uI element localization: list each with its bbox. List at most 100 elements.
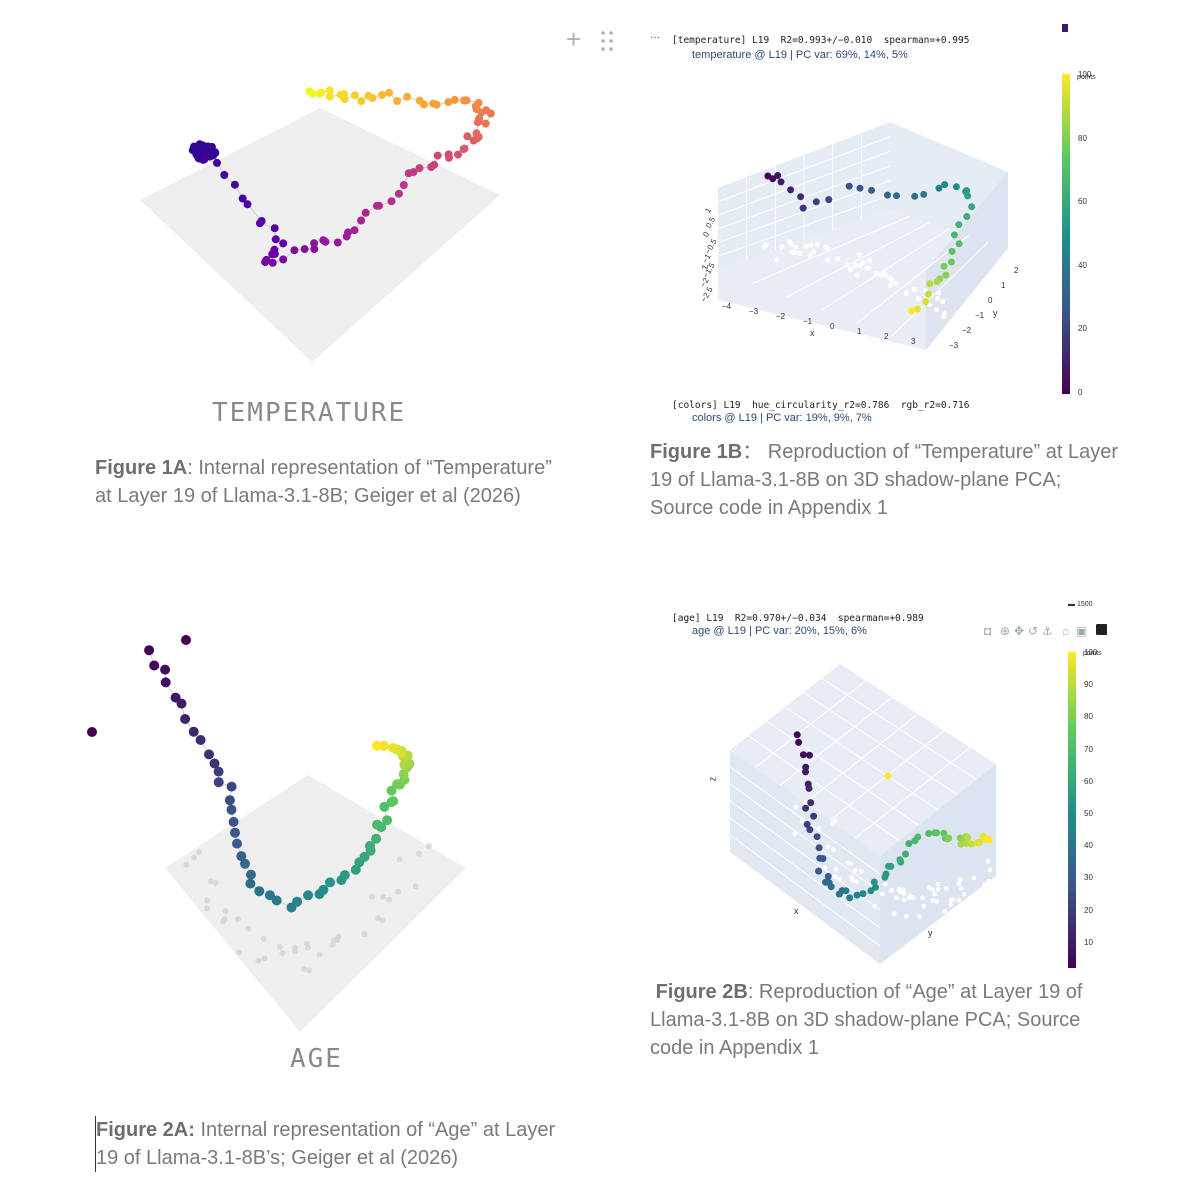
age-point	[881, 873, 889, 881]
add-block-icon[interactable]: +	[566, 24, 582, 54]
age-point	[386, 785, 397, 796]
pan-icon[interactable]: ✥	[1014, 624, 1025, 638]
age-point	[802, 804, 810, 812]
age-point	[905, 840, 913, 848]
age-point	[973, 839, 981, 847]
temperature-point	[893, 192, 900, 200]
temperature-point	[310, 239, 319, 248]
shadow-point	[936, 290, 942, 296]
shadow-point	[832, 874, 838, 879]
home-icon[interactable]: ⌂	[1062, 624, 1070, 638]
temperature-point	[238, 194, 247, 203]
caption-bold: Figure 2B	[655, 981, 748, 1003]
age-point	[859, 890, 867, 898]
temperature-point	[357, 97, 366, 106]
shadow-point	[890, 277, 896, 283]
temperature-point	[415, 164, 424, 173]
temperature-point	[955, 240, 963, 248]
caption-text: : Reproduction of “Age” at Layer 19 of L…	[650, 981, 1083, 1059]
temperature-point	[393, 97, 402, 105]
age-point	[803, 820, 811, 828]
figure-2b: [age] L19 R2=0.970+/−0.034 spearman=+0.9…	[600, 600, 1196, 1200]
shadow-point	[867, 257, 873, 263]
temperature-point	[213, 158, 221, 167]
colorbar-tick: 40	[1084, 841, 1093, 851]
age-point	[213, 766, 224, 777]
axis-label-x: x	[810, 328, 815, 338]
temperature-point	[243, 200, 252, 209]
shadow-point	[848, 861, 853, 866]
reset-icon[interactable]: ▣	[1076, 624, 1088, 638]
orbit-icon[interactable]: ↺	[1028, 624, 1039, 638]
plot-subtitle: age @ L19 | PC var: 20%, 15%, 6%	[692, 625, 867, 637]
shadow-point	[822, 865, 828, 870]
temperature-point	[920, 190, 928, 198]
shadow-point	[255, 957, 262, 964]
camera-icon[interactable]: ◘	[984, 624, 992, 638]
temperature-point	[925, 290, 932, 298]
age-point	[382, 815, 393, 826]
plotly-logo-icon[interactable]	[1096, 624, 1107, 635]
age-point	[842, 887, 850, 895]
shadow-point	[985, 858, 991, 864]
temperature-point	[399, 181, 408, 189]
shadow-point	[930, 898, 936, 903]
shadow-point	[944, 886, 949, 891]
age-point	[149, 660, 160, 671]
age-point	[371, 833, 382, 844]
temperature-point	[777, 178, 785, 186]
temperature-point	[963, 213, 971, 220]
shadow-point	[394, 888, 401, 895]
axis-label-z: z	[707, 776, 718, 782]
shadow-point	[958, 313, 964, 319]
age-point	[835, 890, 843, 898]
colorbar-tick: 10	[1084, 937, 1093, 947]
shadow-point	[369, 893, 375, 900]
colorbar-tick: 80	[1084, 712, 1093, 722]
turntable-icon[interactable]: ⚓	[1042, 624, 1053, 638]
shadow-point	[811, 249, 817, 255]
shadow-point	[844, 262, 850, 268]
temperature-point	[911, 192, 919, 200]
temperature-point	[856, 184, 864, 192]
temperature-point	[271, 235, 280, 244]
shadow-point	[847, 267, 853, 273]
shadow-point	[873, 270, 879, 276]
shadow-point	[234, 916, 241, 923]
age-point	[914, 833, 922, 841]
temperature-point	[913, 305, 921, 313]
legend-swatch	[1062, 24, 1068, 32]
age-point	[378, 740, 389, 751]
shadow-point	[833, 866, 839, 872]
y-tick-label: −2	[962, 326, 972, 335]
grid-line	[729, 800, 881, 911]
temperature-point	[357, 216, 366, 225]
age-point	[388, 742, 399, 753]
drag-handle-icon[interactable]	[600, 30, 614, 52]
right-wall	[880, 764, 996, 964]
age-point	[195, 735, 206, 745]
temperature-point	[325, 92, 334, 101]
age-point	[945, 834, 953, 842]
plot-subtitle: temperature @ L19 | PC var: 69%, 14%, 5%	[692, 49, 908, 61]
temperature-point	[908, 307, 915, 315]
temperature-point	[207, 142, 216, 151]
shadow-point	[930, 887, 936, 892]
shadow-point	[901, 897, 907, 902]
temperature-point	[940, 262, 948, 270]
axis-label-y: y	[993, 308, 998, 318]
temperature-point	[385, 88, 394, 97]
zoom-icon[interactable]: ⊕	[1000, 624, 1011, 638]
ellipsis-icon[interactable]: ···	[650, 32, 660, 43]
temperature-point	[454, 150, 462, 159]
colorbar-tick: 60	[1078, 197, 1087, 207]
shadow-point	[204, 905, 210, 912]
footer-subtitle: colors @ L19 | PC var: 19%, 9%, 7%	[692, 412, 872, 424]
shadow-point	[891, 911, 897, 916]
shadow-point	[361, 931, 368, 938]
colorbar-tick: 20	[1078, 324, 1087, 334]
temperature-point	[268, 258, 277, 267]
age-point	[813, 833, 821, 841]
shadow-point	[825, 257, 831, 263]
grid-line	[752, 215, 910, 284]
